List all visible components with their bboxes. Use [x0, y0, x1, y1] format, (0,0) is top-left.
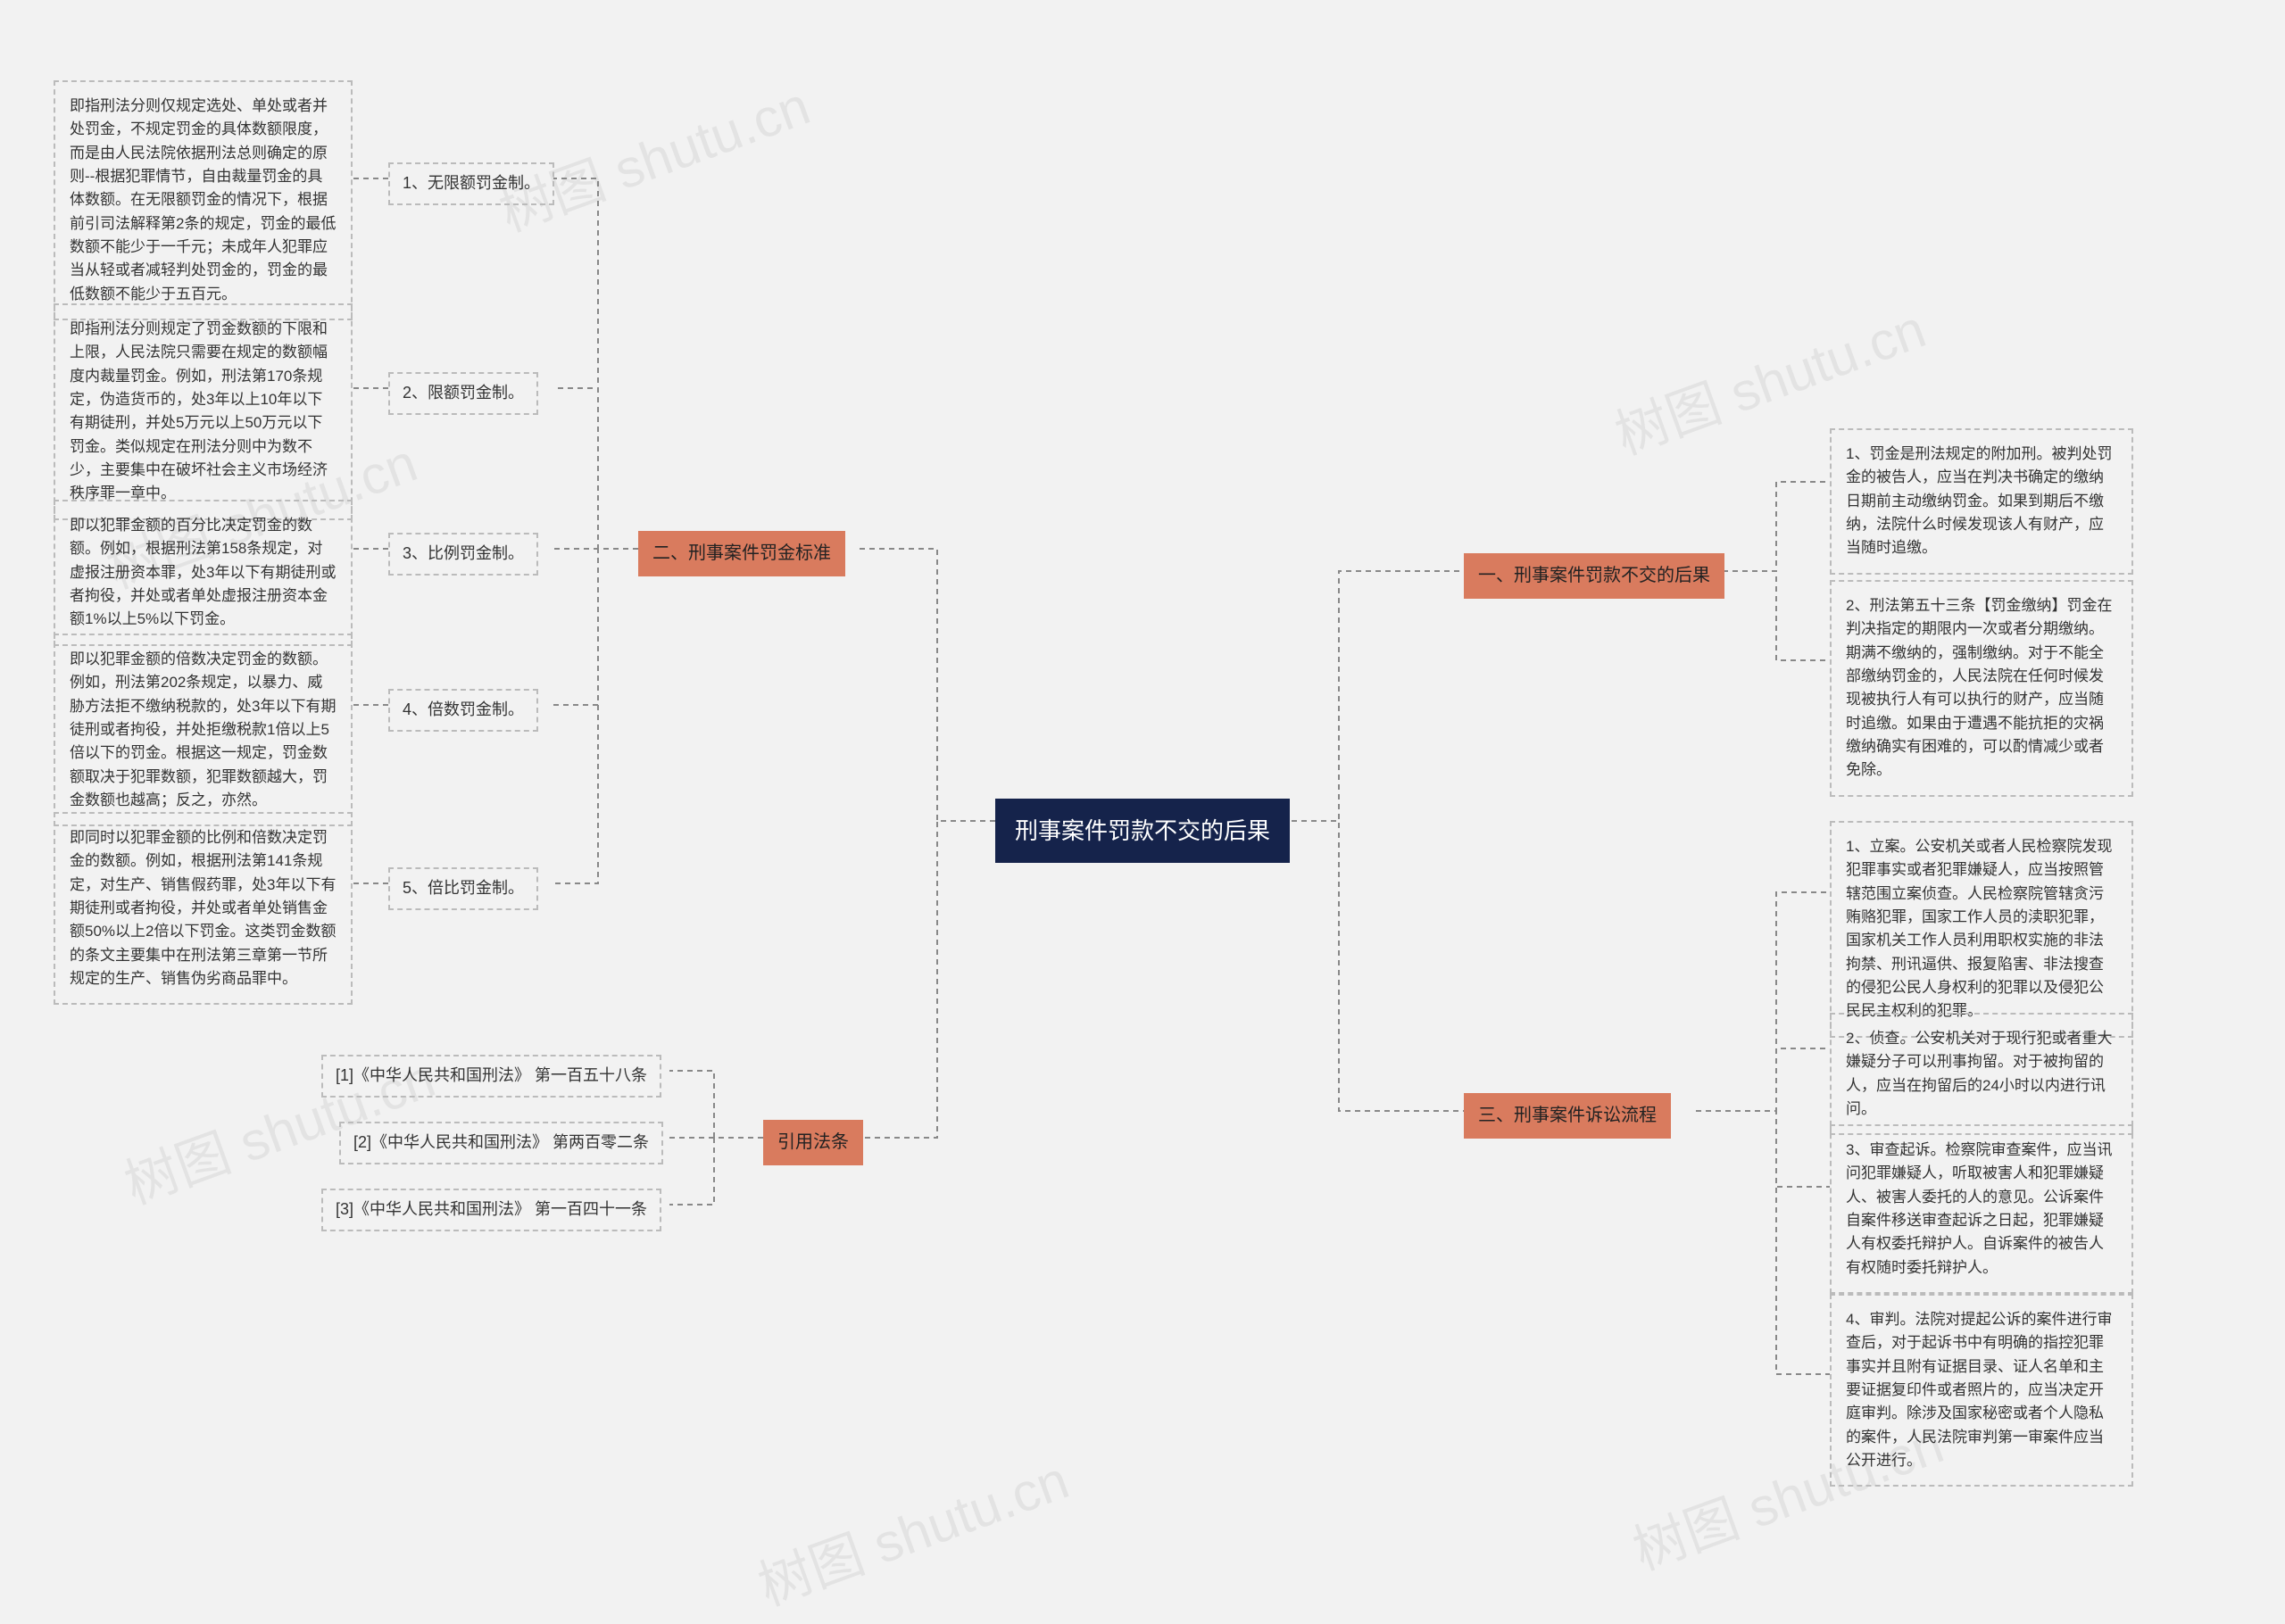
leaf-procedure-4: 4、审判。法院对提起公诉的案件进行审查后，对于起诉书中有明确的指控犯罪事实并且附…	[1830, 1294, 2133, 1487]
leaf-procedure-2: 2、侦查。公安机关对于现行犯或者重大嫌疑分子可以刑事拘留。对于被拘留的人，应当在…	[1830, 1013, 2133, 1135]
leaf-standard-5-label: 5、倍比罚金制。	[388, 867, 538, 910]
leaf-standard-4-desc: 即以犯罪金额的倍数决定罚金的数额。例如，刑法第202条规定，以暴力、威胁方法拒不…	[54, 634, 353, 826]
leaf-consequence-2: 2、刑法第五十三条【罚金缴纳】罚金在判决指定的期限内一次或者分期缴纳。期满不缴纳…	[1830, 580, 2133, 797]
leaf-standard-2-label: 2、限额罚金制。	[388, 372, 538, 415]
leaf-standard-2-desc: 即指刑法分则规定了罚金数额的下限和上限，人民法院只需要在规定的数额幅度内裁量罚金…	[54, 303, 353, 520]
leaf-standard-4-label: 4、倍数罚金制。	[388, 689, 538, 732]
leaf-standard-1-label: 1、无限额罚金制。	[388, 162, 554, 205]
root-node: 刑事案件罚款不交的后果	[995, 799, 1290, 863]
leaf-ref-1: [1]《中华人民共和国刑法》 第一百五十八条	[321, 1055, 661, 1098]
leaf-standard-3-desc: 即以犯罪金额的百分比决定罚金的数额。例如，根据刑法第158条规定，对虚报注册资本…	[54, 500, 353, 646]
leaf-standard-1-desc: 即指刑法分则仅规定选处、单处或者并处罚金，不规定罚金的具体数额限度，而是由人民法…	[54, 80, 353, 320]
leaf-ref-3: [3]《中华人民共和国刑法》 第一百四十一条	[321, 1189, 661, 1231]
watermark: 树图 shutu.cn	[746, 1437, 1077, 1620]
leaf-procedure-1: 1、立案。公安机关或者人民检察院发现犯罪事实或者犯罪嫌疑人，应当按照管辖范围立案…	[1830, 821, 2133, 1038]
leaf-standard-5-desc: 即同时以犯罪金额的比例和倍数决定罚金的数额。例如，根据刑法第141条规定，对生产…	[54, 812, 353, 1005]
leaf-consequence-1: 1、罚金是刑法规定的附加刑。被判处罚金的被告人，应当在判决书确定的缴纳日期前主动…	[1830, 428, 2133, 575]
leaf-ref-2: [2]《中华人民共和国刑法》 第两百零二条	[339, 1122, 663, 1164]
watermark: 树图 shutu.cn	[487, 62, 818, 246]
leaf-procedure-3: 3、审查起诉。检察院审查案件，应当讯问犯罪嫌疑人，听取被害人和犯罪嫌疑人、被害人…	[1830, 1124, 2133, 1294]
branch-consequences: 一、刑事案件罚款不交的后果	[1464, 553, 1724, 599]
branch-procedure: 三、刑事案件诉讼流程	[1464, 1093, 1671, 1139]
leaf-standard-3-label: 3、比例罚金制。	[388, 533, 538, 576]
branch-references: 引用法条	[763, 1120, 863, 1165]
branch-standards: 二、刑事案件罚金标准	[638, 531, 845, 576]
